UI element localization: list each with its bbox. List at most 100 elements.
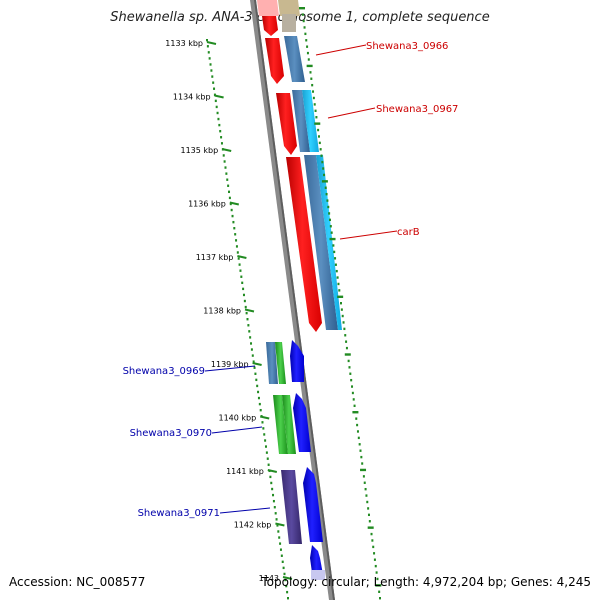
ruler-tick-label: 1134 kbp	[173, 93, 211, 102]
chromosome-backbone-shade	[254, 0, 335, 600]
gc-dot	[242, 293, 245, 297]
gc-dot	[351, 391, 354, 395]
gc-dot	[317, 135, 320, 138]
gene-purple-0971	[281, 470, 302, 544]
gc-dot	[229, 202, 232, 206]
gc-dot	[315, 116, 318, 119]
gc-dot	[215, 105, 218, 109]
gene-label-0970: Shewana3_0970	[130, 428, 212, 439]
gc-dot	[242, 287, 245, 291]
gc-dot	[256, 384, 259, 388]
gc-dot	[285, 584, 288, 588]
gc-dot	[367, 526, 374, 529]
gc-dot	[304, 32, 307, 36]
gc-dot	[352, 411, 359, 414]
leader-line-0967	[327, 107, 376, 119]
accession-text: Accession: NC_008577	[9, 575, 146, 589]
gene-label-carB: carB	[397, 227, 420, 238]
gc-dot	[220, 136, 223, 139]
gc-dot	[314, 109, 317, 113]
gc-dot	[250, 342, 253, 345]
gc-dot	[334, 263, 337, 266]
gc-dot	[376, 577, 379, 581]
gc-dot	[271, 487, 274, 491]
ruler-tick-label: 1137 kbp	[196, 253, 234, 262]
gc-dot	[375, 571, 378, 574]
gc-dot	[324, 186, 327, 189]
gc-dot	[225, 172, 228, 175]
gc-dot	[248, 330, 251, 333]
gc-dot	[282, 566, 285, 570]
gc-dot	[337, 282, 340, 286]
feature-partial-pink	[257, 0, 279, 16]
gc-dot	[267, 463, 270, 466]
gene-steel-0967	[292, 90, 310, 152]
gc-dot	[375, 584, 382, 587]
gc-dot	[311, 83, 314, 87]
gc-dot	[284, 578, 287, 582]
gc-dot	[272, 493, 275, 497]
gc-dot	[361, 462, 364, 465]
gc-dot	[233, 227, 236, 230]
gc-dot	[277, 530, 280, 533]
gc-dot	[216, 111, 219, 115]
gc-dot	[220, 142, 223, 145]
gc-dot	[243, 299, 246, 303]
cds-forward-0967	[276, 93, 297, 155]
gc-dot	[356, 423, 359, 427]
cds-forward-0966	[265, 38, 284, 84]
gc-dot	[238, 263, 241, 266]
gc-dot	[312, 96, 315, 100]
gc-dot	[280, 554, 283, 557]
gc-dot	[372, 545, 375, 549]
gc-dot	[368, 520, 371, 523]
gc-dot	[246, 318, 249, 321]
leader-line-0966	[315, 44, 367, 56]
gc-dot	[330, 231, 333, 234]
gc-dot	[359, 449, 362, 452]
gc-dot	[349, 372, 352, 375]
ruler-tick-label: 1136 kbp	[188, 200, 226, 209]
ruler-tick	[252, 362, 262, 366]
gc-dot	[338, 289, 341, 292]
gc-dot	[264, 445, 267, 448]
gc-dot	[370, 532, 373, 536]
gc-dot	[329, 237, 336, 241]
gc-dot	[236, 251, 239, 254]
gc-dot	[360, 468, 367, 472]
ruler-tick-label: 1138 kbp	[203, 307, 241, 316]
gc-dot	[379, 597, 381, 600]
gc-dot	[224, 166, 227, 169]
gc-dot	[325, 192, 328, 196]
gc-dot	[223, 160, 226, 163]
gc-dot	[299, 7, 305, 10]
gc-dot	[231, 214, 234, 218]
gc-dot	[226, 178, 229, 181]
gc-dot	[340, 308, 343, 311]
gc-dot	[266, 457, 269, 460]
ruler-tick-label: 1143	[259, 574, 279, 583]
gc-dot	[257, 390, 260, 394]
gc-dot	[279, 542, 282, 545]
gc-dot	[310, 77, 313, 80]
leader-line-0971	[219, 507, 271, 514]
ruler-tick-label: 1141 kbp	[226, 467, 264, 476]
gc-dot	[273, 506, 276, 509]
gc-dot	[272, 499, 275, 503]
kbp-ruler: 1133 kbp 1134 kbp 1135 kbp 1136 kbp 1137 kbp…	[165, 39, 293, 583]
gc-dot	[357, 436, 360, 440]
gc-dot	[353, 404, 356, 408]
gc-dot	[306, 64, 313, 68]
gc-dot	[374, 564, 377, 568]
ruler-tick	[237, 255, 247, 259]
gc-dot	[348, 366, 351, 369]
gc-dot	[355, 417, 358, 420]
gc-dot	[222, 154, 225, 157]
feature-partial-tan	[278, 0, 300, 16]
gc-dot	[321, 180, 328, 183]
ruler-tick	[267, 469, 278, 473]
gene-cyan-carB	[316, 155, 342, 330]
gc-dot	[281, 560, 284, 564]
gc-dot	[322, 167, 325, 170]
gene-label-0967: Shewana3_0967	[376, 104, 458, 115]
